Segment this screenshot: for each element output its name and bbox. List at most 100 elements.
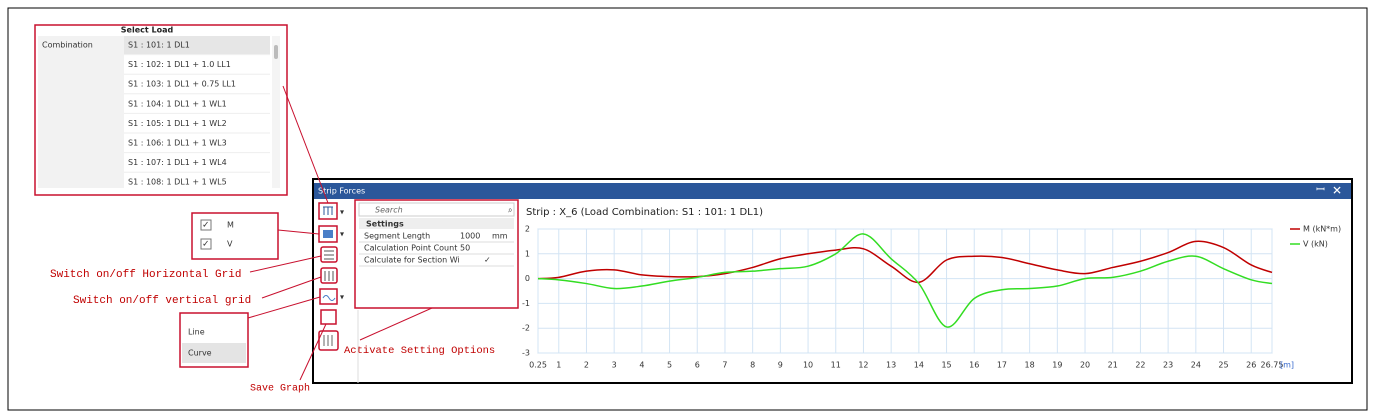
x-axis-unit: [m] <box>1280 361 1294 370</box>
legend-label: M (kN*m) <box>1303 225 1341 234</box>
load-item: S1 : 105: 1 DL1 + 1 WL2 <box>128 119 227 128</box>
x-tick-label: 5 <box>667 361 672 370</box>
column-header <box>38 36 124 188</box>
visibility-panel <box>191 212 279 260</box>
x-tick-label: 20 <box>1080 361 1090 370</box>
x-tick-label: 17 <box>997 361 1007 370</box>
curve-menu <box>179 312 249 368</box>
dropdown-arrow[interactable]: ▾ <box>340 208 344 217</box>
setting-label: Calculation Point Count <box>364 244 457 253</box>
load-item: S1 : 106: 1 DL1 + 1 WL3 <box>128 139 227 148</box>
load-item: S1 : 103: 1 DL1 + 0.75 LL1 <box>128 80 236 89</box>
pin-button[interactable]: ꟷ <box>1316 183 1325 196</box>
x-tick-label: 22 <box>1135 361 1145 370</box>
x-tick-label: 24 <box>1191 361 1201 370</box>
x-tick-label: 10 <box>803 361 813 370</box>
x-tick-label: 26.75 <box>1261 361 1284 370</box>
x-tick-label: 6 <box>695 361 700 370</box>
annotation: Save Graph <box>250 383 310 395</box>
y-tick-label: 0 <box>525 274 530 283</box>
connector <box>249 255 322 273</box>
panel-title: Select Load <box>121 26 174 35</box>
setting-value: 50 <box>460 244 470 253</box>
settings-header: Settings <box>366 220 404 229</box>
x-tick-label: 14 <box>914 361 924 370</box>
y-tick-label: 1 <box>525 249 530 258</box>
load-item: S1 : 108: 1 DL1 + 1 WL5 <box>128 178 227 187</box>
x-tick-label: 23 <box>1163 361 1173 370</box>
x-tick-label: 2 <box>584 361 589 370</box>
icon <box>323 230 333 238</box>
plot-area <box>537 228 1273 354</box>
x-tick-label: 19 <box>1052 361 1062 370</box>
x-tick-label: 15 <box>941 361 951 370</box>
annotation: Activate Setting Options <box>344 345 495 357</box>
y-tick-label: -2 <box>522 324 530 333</box>
checkmark: ✓ <box>202 240 210 250</box>
x-tick-label: 13 <box>886 361 896 370</box>
icon <box>324 250 334 260</box>
connector <box>261 276 322 299</box>
horizontal-grid-button[interactable] <box>320 246 338 263</box>
setting-value: mm <box>492 232 508 241</box>
select-load-panel <box>34 24 288 196</box>
annotation: Switch on/off vertical grid <box>73 295 251 307</box>
connector <box>299 323 327 381</box>
y-tick-label: -3 <box>522 349 530 358</box>
menu-item[interactable]: Line <box>188 328 205 337</box>
scrollbar[interactable] <box>272 36 280 188</box>
checkbox[interactable] <box>200 219 212 231</box>
search-placeholder: Search <box>375 206 403 215</box>
dropdown-arrow[interactable]: ▾ <box>340 230 344 239</box>
x-tick-label: 18 <box>1025 361 1035 370</box>
search-box[interactable] <box>358 202 515 217</box>
curve-button[interactable] <box>319 288 338 305</box>
close-button[interactable]: ✕ <box>1332 184 1342 198</box>
setting-label: Calculate for Section Wi <box>364 256 460 265</box>
save-graph-button[interactable] <box>320 309 337 325</box>
connector <box>277 229 320 235</box>
x-tick-label: 9 <box>778 361 783 370</box>
setting-value: 1000 <box>460 232 480 241</box>
scroll-thumb[interactable] <box>274 45 278 59</box>
setting-label: Segment Length <box>364 232 430 241</box>
legend-label: V (kN) <box>1303 240 1328 249</box>
window-title: Strip Forces <box>318 187 365 196</box>
settings-header-row <box>359 218 514 229</box>
x-tick-label: 8 <box>750 361 755 370</box>
x-tick-label: 26 <box>1246 361 1256 370</box>
settings-button[interactable] <box>318 330 339 351</box>
settings-panel <box>354 199 519 309</box>
column-label: Combination <box>42 41 93 50</box>
y-tick-label: -1 <box>522 299 530 308</box>
icon <box>323 335 333 346</box>
load-item: S1 : 102: 1 DL1 + 1.0 LL1 <box>128 60 231 69</box>
load-item: S1 : 101: 1 DL1 <box>128 41 190 50</box>
annotation: Switch on/off Horizontal Grid <box>50 269 241 281</box>
title-bar <box>314 183 1351 199</box>
x-tick-label: 3 <box>612 361 617 370</box>
x-tick-label: 12 <box>858 361 868 370</box>
chart-title: Strip : X_6 (Load Combination: S1 : 101:… <box>526 207 763 218</box>
selected-row <box>124 36 270 54</box>
y-tick-label: 2 <box>525 225 530 234</box>
load-item: S1 : 107: 1 DL1 + 1 WL4 <box>128 158 227 167</box>
menu-item[interactable]: Curve <box>188 349 212 358</box>
connector <box>359 307 433 341</box>
frame <box>7 7 1368 411</box>
setting-value: ✓ <box>484 256 491 265</box>
series-line <box>537 240 1273 284</box>
x-tick-label: 25 <box>1218 361 1228 370</box>
load-item: S1 : 104: 1 DL1 + 1 WL1 <box>128 99 227 108</box>
icon <box>322 295 336 301</box>
x-tick-label: 21 <box>1108 361 1118 370</box>
vertical-grid-button[interactable] <box>320 267 338 284</box>
dropdown-arrow[interactable]: ▾ <box>340 293 344 302</box>
checkbox[interactable] <box>200 238 212 250</box>
series-toggle-label: M <box>227 221 234 230</box>
menu-highlight <box>182 343 246 363</box>
connector <box>282 85 329 204</box>
checkmark: ✓ <box>202 221 210 231</box>
icon <box>324 271 334 281</box>
